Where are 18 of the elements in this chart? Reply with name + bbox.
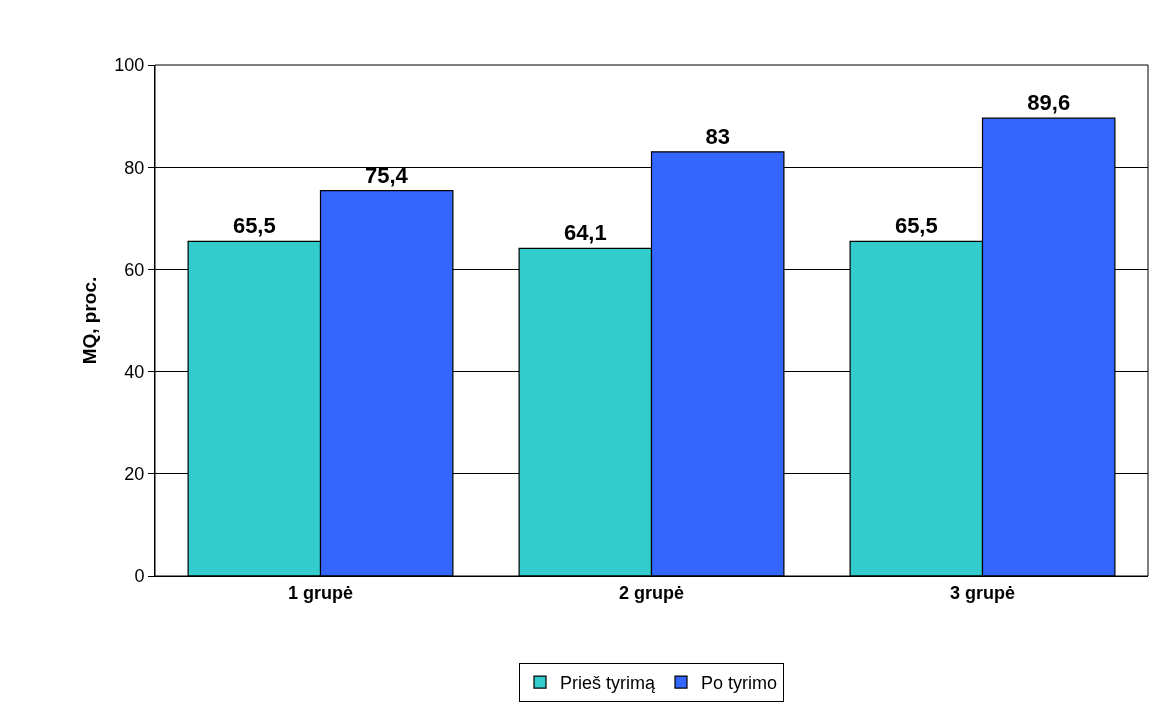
data-label: 75,4 (364, 162, 409, 188)
data-label: 89,6 (1027, 90, 1071, 116)
y-tick-label: 0 (134, 566, 145, 587)
y-axis-title: MQ, proc. (79, 276, 101, 365)
data-label: 83 (705, 123, 730, 149)
y-tick-label: 80 (124, 157, 145, 178)
legend-label: Prieš tyrimą (560, 673, 656, 694)
y-tick-label: 20 (124, 464, 145, 485)
y-tick-label: 100 (114, 55, 145, 76)
x-tick-label: 3 grupė (949, 582, 1016, 603)
data-label: 64,1 (563, 220, 607, 246)
data-label: 65,5 (894, 213, 938, 239)
y-tick-label: 60 (124, 259, 145, 280)
x-tick-label: 1 grupė (287, 582, 354, 603)
x-tick-label: 2 grupė (618, 582, 685, 603)
data-label: 65,5 (232, 213, 276, 239)
legend-label: Po tyrimo (701, 673, 778, 694)
y-tick-label: 40 (124, 361, 145, 382)
